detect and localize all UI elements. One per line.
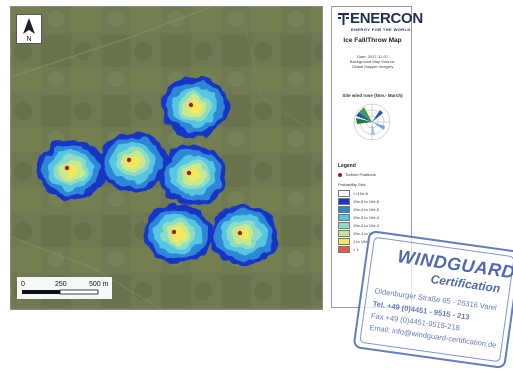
enercon-logo-icon xyxy=(338,13,349,25)
legend-swatch xyxy=(338,245,350,253)
legend-item: 10e-1 to 10e-2 xyxy=(338,229,379,237)
legend-label: 10e-1 to 10e-2 xyxy=(353,230,380,236)
rose-petal xyxy=(371,122,375,135)
turbine-marker xyxy=(188,102,194,108)
turbine-marker xyxy=(64,165,70,171)
date-line: Date: 2017-11-07 xyxy=(357,54,388,59)
scale-tick-500: 500 m xyxy=(89,281,109,288)
legend-turbine-entry: Turbine Positions xyxy=(338,172,376,177)
legend-swatch xyxy=(338,229,350,237)
map-title: Ice Fall/Throw Map xyxy=(343,37,402,44)
scale-tick-0: 0 xyxy=(21,281,25,288)
rose-petal xyxy=(372,110,383,122)
turbine-marker xyxy=(237,230,243,236)
field-boundary xyxy=(11,236,162,309)
brand-tagline: ENERGY FOR THE WORLD xyxy=(351,27,411,32)
legend-swatch xyxy=(338,237,350,245)
turbine-marker xyxy=(126,157,132,163)
legend-title: Legend xyxy=(338,163,356,169)
north-label: N xyxy=(26,36,31,43)
turbine-label: Turbine Positions xyxy=(345,172,376,177)
field-boundary xyxy=(11,7,212,78)
legend-label: 10e-4 to 10e-5 xyxy=(353,206,380,212)
legend-swatch xyxy=(338,205,350,213)
legend-label: > 1 xyxy=(353,246,359,252)
turbine-marker-icon xyxy=(338,172,342,177)
legend-list: <=10e-6 10e-5 to 10e-6 10e-4 to 10e-5 10e-3… xyxy=(338,189,379,253)
brand-name: ENERCON xyxy=(350,10,423,27)
legend-item: > 1 xyxy=(338,245,379,253)
rose-petal xyxy=(356,112,372,122)
legend-item: 10e-4 to 10e-5 xyxy=(338,205,379,213)
legend-label: 10e-3 to 10e-4 xyxy=(353,214,380,220)
legend-item: 10e-2 to 10e-3 xyxy=(338,221,379,229)
scale-bar: 0 250 500 m xyxy=(17,277,112,299)
ice-throw-map: 0 250 500 m N xyxy=(10,6,323,310)
source-name-line: Global Mapper Imagery xyxy=(351,64,394,69)
legend-label: 10e-5 to 10e-6 xyxy=(353,198,380,204)
probability-grid-title: Probability Grid xyxy=(338,182,366,187)
legend-swatch xyxy=(338,197,350,205)
map-metadata: Date: 2017-11-07 Background Map Source: … xyxy=(332,54,413,69)
field-boundary xyxy=(240,7,322,138)
wind-rose-title: Site wind rose (Nov.- March) xyxy=(342,93,403,98)
rose-petal xyxy=(372,122,385,130)
windguard-certification-stamp: WINDGUARD Certification Oldenburger Stra… xyxy=(352,229,513,370)
legend-swatch xyxy=(338,213,350,221)
legend-label: 10e-2 to 10e-3 xyxy=(353,222,380,228)
legend-swatch xyxy=(338,221,350,229)
rose-petal xyxy=(356,118,372,124)
legend-label: 1 to 10e-1 xyxy=(353,238,372,244)
north-arrow: N xyxy=(16,14,42,44)
legend-swatch xyxy=(338,189,350,197)
legend-item: 10e-3 to 10e-4 xyxy=(338,213,379,221)
legend-label: <=10e-6 xyxy=(353,190,368,196)
wind-rose xyxy=(353,103,391,141)
scale-tick-250: 250 xyxy=(55,281,67,288)
rose-petal xyxy=(359,107,372,122)
turbine-marker xyxy=(186,170,192,176)
legend-item: 10e-5 to 10e-6 xyxy=(338,197,379,205)
legend-item: 1 to 10e-1 xyxy=(338,237,379,245)
source-line: Background Map Source: xyxy=(349,59,396,64)
turbine-marker xyxy=(171,229,177,235)
legend-item: <=10e-6 xyxy=(338,189,379,197)
